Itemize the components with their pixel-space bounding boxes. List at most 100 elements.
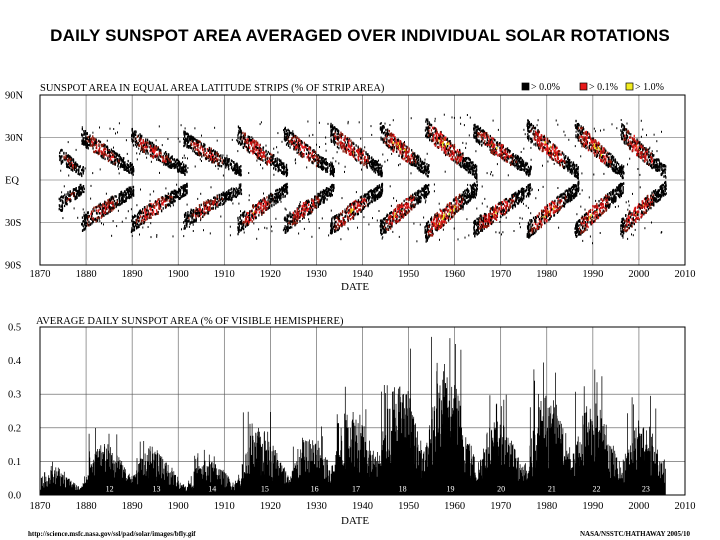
butterfly-mark (362, 151, 364, 155)
butterfly-mark (212, 149, 215, 152)
butterfly-mark (376, 169, 379, 173)
butterfly-mark (142, 144, 144, 147)
butterfly-mark (315, 204, 317, 207)
butterfly-mark (391, 147, 394, 151)
butterfly-mark (252, 216, 254, 219)
butterfly-mark (92, 147, 94, 150)
butterfly-mark (390, 145, 392, 149)
butterfly-mark (323, 201, 325, 204)
butterfly-mark (81, 189, 83, 192)
butterfly-mark (225, 196, 227, 199)
butterfly-mark (304, 205, 306, 208)
butterfly-mark (130, 191, 132, 194)
butterfly-mark (338, 146, 340, 150)
butterfly-mark (339, 212, 342, 215)
butterfly-mark (325, 158, 327, 161)
butterfly-mark (247, 138, 249, 141)
butterfly-mark (183, 130, 185, 133)
butterfly-mark (198, 214, 200, 217)
butterfly-mark (335, 230, 337, 233)
butterfly-mark (260, 206, 262, 209)
butterfly-outlier (344, 170, 345, 173)
butterfly-mark (282, 186, 285, 190)
butterfly-mark (215, 205, 217, 208)
butterfly-mark (154, 155, 156, 159)
butterfly-mark (278, 187, 281, 191)
butterfly-mark (273, 162, 275, 166)
butterfly-mark (137, 142, 139, 145)
butterfly-mark (317, 203, 320, 206)
butterfly-mark (112, 204, 114, 207)
butterfly-mark (348, 144, 350, 147)
butterfly-mark (235, 192, 237, 196)
butterfly-outlier (73, 207, 75, 210)
butterfly-mark (279, 189, 282, 192)
butterfly-mark (97, 149, 99, 153)
butterfly-mark (113, 205, 115, 208)
butterfly-mark (71, 163, 73, 166)
butterfly-outlier (280, 200, 282, 203)
butterfly-mark (132, 141, 134, 144)
butterfly-mark (218, 161, 220, 165)
butterfly-mark (235, 195, 237, 199)
butterfly-mark (197, 210, 199, 213)
butterfly-mark (251, 141, 253, 144)
butterfly-mark (179, 167, 181, 170)
butterfly-mark (329, 167, 332, 170)
butterfly-mark (380, 194, 383, 197)
butterfly-mark (148, 204, 150, 207)
butterfly-mark (381, 130, 383, 133)
butterfly-mark (116, 203, 118, 207)
butterfly-mark (381, 174, 383, 178)
butterfly-mark (316, 158, 318, 161)
butterfly-outlier (308, 218, 310, 221)
butterfly-mark (131, 229, 133, 232)
butterfly-mark (75, 170, 77, 173)
butterfly-mark (185, 137, 187, 141)
butterfly-mark (230, 159, 233, 162)
butterfly-mark (92, 208, 94, 211)
butterfly-outlier (269, 197, 271, 200)
butterfly-mark (219, 155, 221, 158)
butterfly-mark (266, 157, 268, 161)
butterfly-mark (196, 141, 198, 144)
butterfly-mark (392, 149, 394, 152)
butterfly-mark (284, 183, 287, 186)
butterfly-mark (160, 154, 162, 158)
butterfly-mark (297, 218, 299, 221)
butterfly-mark (165, 205, 167, 208)
butterfly-mark (92, 209, 94, 213)
butterfly-mark (329, 185, 332, 189)
butterfly-mark (283, 172, 286, 175)
butterfly-mark (247, 140, 249, 143)
butterfly-mark (94, 206, 97, 209)
butterfly-outlier (187, 167, 189, 169)
butterfly-mark (373, 197, 375, 200)
butterfly-mark (376, 161, 378, 164)
butterfly-mark (132, 144, 135, 147)
butterfly-mark (337, 216, 339, 219)
butterfly-mark (108, 206, 110, 209)
butterfly-outlier (83, 211, 85, 214)
butterfly-mark (262, 155, 264, 158)
butterfly-mark (78, 168, 80, 171)
butterfly-mark (139, 142, 141, 145)
butterfly-outlier (82, 138, 84, 141)
butterfly-mark (121, 159, 124, 163)
butterfly-mark (133, 194, 135, 197)
butterfly-mark (80, 183, 82, 187)
butterfly-mark (283, 170, 285, 174)
butterfly-mark (73, 193, 75, 196)
butterfly-mark (325, 191, 328, 194)
butterfly-mark (331, 133, 333, 136)
butterfly-mark (261, 158, 263, 161)
butterfly-mark (362, 153, 364, 156)
butterfly-mark (61, 199, 64, 202)
butterfly-mark (145, 211, 147, 214)
butterfly-mark (280, 193, 282, 196)
butterfly-mark (365, 151, 367, 154)
butterfly-mark (158, 149, 161, 153)
butterfly-mark (249, 216, 251, 219)
butterfly-outlier (125, 217, 127, 220)
butterfly-mark (353, 155, 355, 158)
